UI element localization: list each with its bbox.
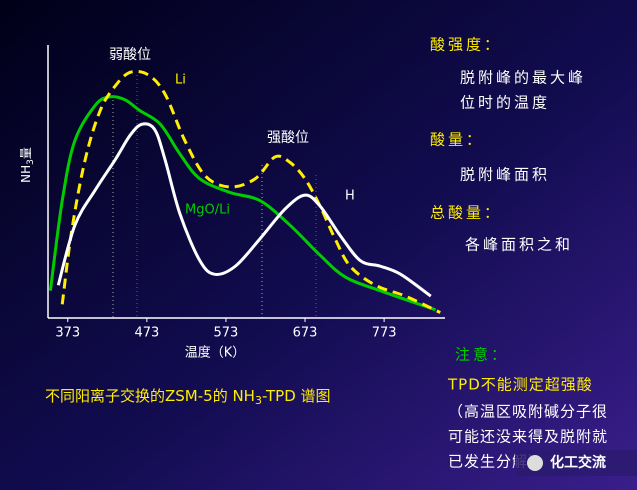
x-tick-label: 473 <box>134 326 159 341</box>
series-line <box>56 122 432 298</box>
note-text: 位时的温度 <box>460 94 550 112</box>
note-text: （高温区吸附碱分子很 <box>448 403 608 421</box>
x-tick-label: 373 <box>55 326 80 341</box>
note-heading: 总酸量： <box>430 204 502 222</box>
note-text: 脱附峰面积 <box>460 166 550 184</box>
notes: 酸强度： 脱附峰的最大峰 位时的温度 酸量： 脱附峰面积 总酸量： 各峰面积之和… <box>430 36 608 471</box>
annotation: 强酸位 <box>267 130 309 146</box>
x-tick-label: 773 <box>372 326 397 341</box>
note-text: 可能还没来得及脱附就 <box>448 428 608 446</box>
x-tick-label: 573 <box>214 326 239 341</box>
guide-lines <box>112 75 317 318</box>
series-label: MgO/Li <box>185 203 230 218</box>
watermark-icon <box>527 455 543 471</box>
note-warning: TPD不能测定超强酸 <box>447 376 593 394</box>
series-line <box>48 95 436 312</box>
note-text: 各峰面积之和 <box>465 236 573 254</box>
x-label: 温度（K） <box>185 345 246 361</box>
caption: 不同阳离子交换的ZSM-5的 NH3-TPD 谱图 <box>45 387 331 408</box>
note-heading: 酸强度： <box>430 36 502 54</box>
note-text: 脱附峰的最大峰 <box>460 69 586 87</box>
watermark: 化工交流 <box>550 454 606 471</box>
series-label: H <box>345 189 355 204</box>
series-label: Li <box>175 73 186 88</box>
series-line <box>60 69 441 314</box>
annotation: 弱酸位 <box>109 47 151 63</box>
note-heading: 注意： <box>455 346 509 364</box>
note-heading: 酸量： <box>430 131 484 149</box>
y-label: NH3量 <box>19 147 36 183</box>
x-tick-label: 673 <box>293 326 318 341</box>
